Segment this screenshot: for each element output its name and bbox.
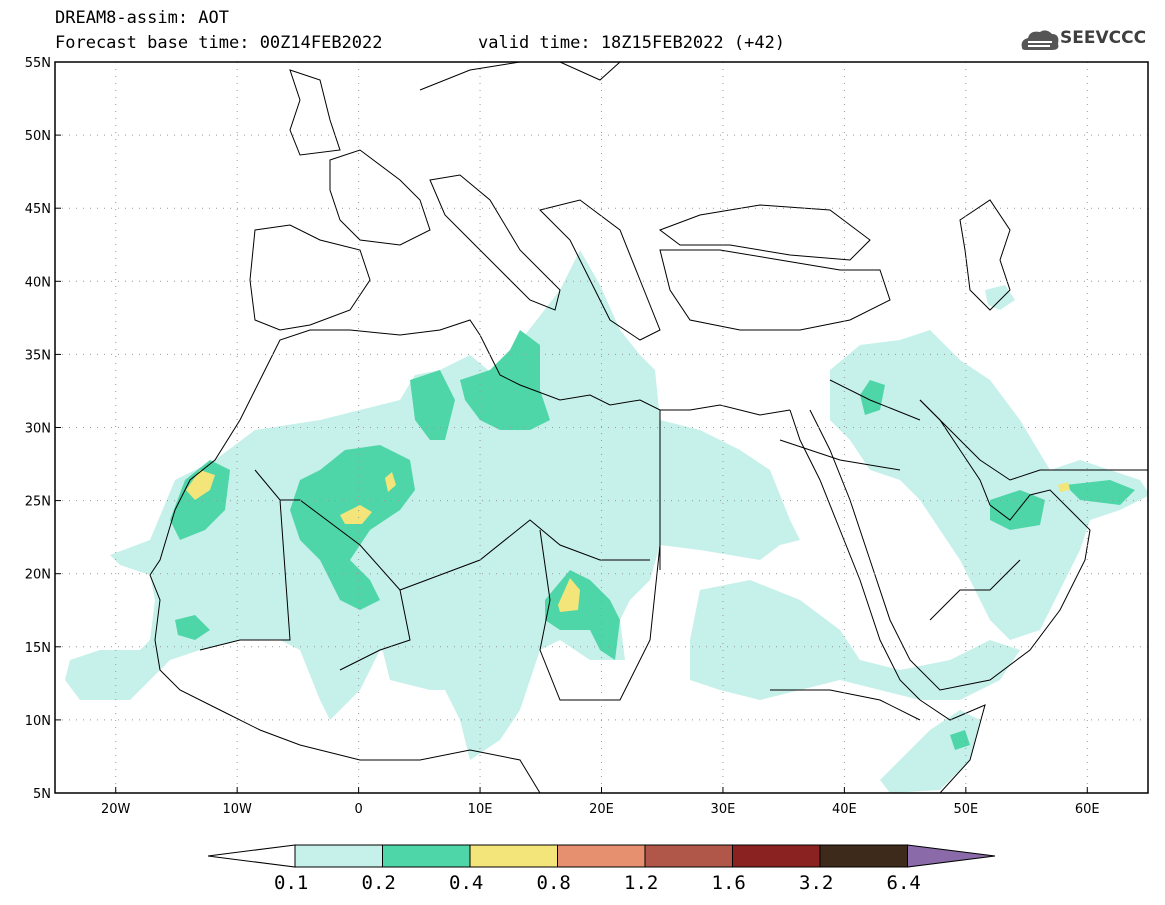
aot-plume-arabia-gulf [830,330,1148,640]
colorbar-label: 6.4 [886,872,921,894]
colorbar-swatch [644,844,733,868]
coast-iberia [249,224,371,331]
model-title: DREAM8-assim: AOT [55,8,229,28]
lon-label: 50E [953,802,978,817]
lat-label: 30N [25,422,51,437]
lat-label: 25N [25,495,51,510]
aot-core-tunisia-libya [460,330,550,430]
aot-plume-sudan [690,580,1020,700]
lat-label: 55N [25,56,51,71]
colorbar-under-triangle [207,844,296,868]
lat-label: 45N [25,202,51,217]
coast-arabian-interior-border [779,379,921,471]
lon-label: 30E [711,802,736,817]
colorbar-label: 1.2 [624,872,659,894]
lat-label: 20N [25,568,51,583]
colorbar-over-triangle [907,844,996,868]
lon-label: 20E [589,802,614,817]
colorbar-label: 0.2 [361,872,396,894]
lon-label: 40E [832,802,857,817]
lon-label: 10W [222,802,252,817]
coast-balkans-greece [539,199,661,341]
lat-label: 35N [25,348,51,363]
aot-max-algeria [340,505,372,524]
coast-italy [429,174,561,311]
lat-label: 50N [25,129,51,144]
aot-level-0.4 [186,470,1070,612]
lat-label: 40N [25,275,51,290]
lat-axis-labels: 55N 50N 45N 40N 35N 30N 25N 20N 15N 10N 5N [25,56,51,802]
aot-max-oman [1058,482,1070,492]
colorbar-label: 0.8 [536,872,571,894]
coast-turkey [659,249,891,331]
colorbar-label: 1.6 [711,872,746,894]
aot-level-0.1 [65,250,1148,793]
colorbar-swatch [294,844,383,868]
border-saudi-yemen [929,559,1021,621]
border-niger-chad [339,589,411,671]
seevccc-cloud-logo-icon [1021,30,1059,50]
valid-time-label: valid time: 18Z15FEB2022 (+42) [478,33,786,53]
colorbar-label: 0.1 [274,872,309,894]
coast-horn [919,699,986,793]
aot-max-tibesti [558,578,580,612]
coast-persian-gulf-east [919,399,1148,481]
colorbar-swatch [732,844,821,868]
coast-caspian [959,199,1011,311]
coast-scandinavia [419,62,621,91]
colorbar [207,844,996,868]
lon-label: 0 [354,802,362,817]
colorbar-swatch [557,844,646,868]
aot-max-algeria-2 [385,472,396,492]
border-mali-niger [199,499,291,651]
coast-west-africa [149,574,541,793]
colorbar-swatch [819,844,908,868]
axis-ticks [55,61,1088,794]
aot-core-mali [175,615,210,640]
aot-core-oman [1065,480,1135,505]
aot-core-algeria-west [410,370,455,440]
lon-label: 10E [468,802,493,817]
border-sahara-1 [254,469,650,591]
lat-lon-grid [55,62,1148,793]
aot-max-morocco [186,470,215,500]
colorbar-swatch [382,844,471,868]
logo-text: SEEVCCC [1060,28,1147,48]
lat-label: 15N [25,641,51,656]
colorbar-label: 0.4 [449,872,484,894]
colorbar-swatch [469,844,558,868]
lon-axis-labels: 20W 10W 0 10E 20E 30E 40E 50E 60E [101,802,1100,817]
base-time-label: Forecast base time: 00Z14FEB2022 [55,33,383,53]
lon-label: 20W [101,802,131,817]
aot-patch-caspian [985,285,1015,310]
coast-red-sea-east [809,399,1091,691]
aot-core-algeria [290,445,415,610]
border-sudan [539,529,661,701]
coast-red-sea-west [789,409,921,701]
border-ethiopia [770,689,921,721]
coast-france [329,149,431,246]
aot-plume-horn [880,710,980,793]
aot-core-morocco [170,460,230,540]
coast-black-sea [658,204,871,261]
aot-core-somalia [950,730,970,750]
lat-label: 10N [25,714,51,729]
coastlines [149,62,1148,793]
aot-core-iraq [860,380,885,415]
lon-label: 60E [1075,802,1100,817]
colorbar-label: 3.2 [799,872,834,894]
lat-label: 5N [33,787,51,802]
aot-shading [65,250,1148,793]
coast-britain [289,69,341,156]
